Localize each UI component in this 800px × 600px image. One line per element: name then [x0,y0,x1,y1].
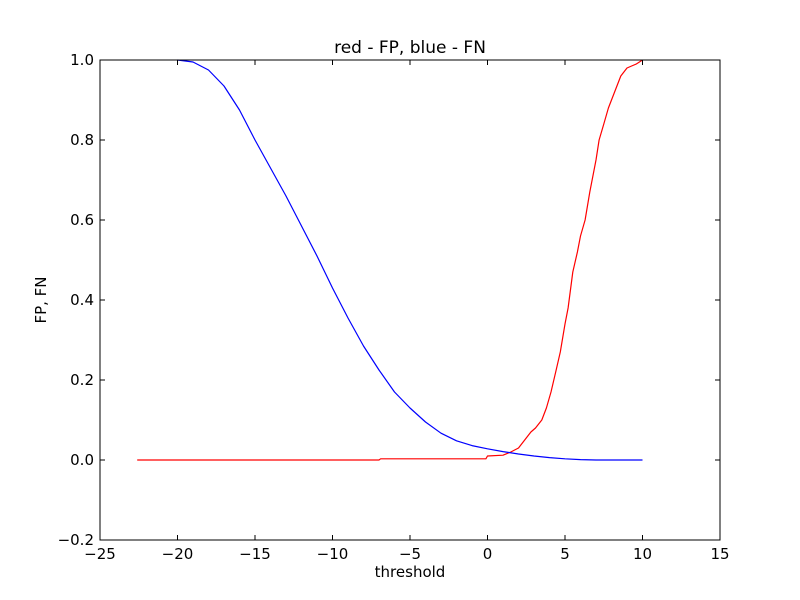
x-tick-label: −25 [84,545,116,563]
y-tick-label: 0.4 [70,291,94,309]
plot-lines [137,59,643,461]
x-axis-label: threshold [375,563,446,581]
y-tick-label: 0.0 [70,451,94,469]
y-tick-label: −0.2 [58,531,94,549]
y-tick-label: 0.6 [70,211,94,229]
x-tick-label: 5 [560,545,570,563]
series-line-blue [177,59,643,461]
x-tick-label: −15 [239,545,271,563]
x-tick-label: 10 [633,545,652,563]
x-tick-label: 0 [483,545,493,563]
x-tick-label: −20 [162,545,194,563]
y-tick-label: 0.8 [70,131,94,149]
series-line-red [137,59,643,461]
y-axis-label: FP, FN [32,276,50,323]
chart-title: red - FP, blue - FN [334,38,486,58]
x-tick-label: −10 [317,545,349,563]
x-tick-label: 15 [710,545,729,563]
plot-frame [99,59,721,541]
ticks: −25 −20 −15 −10 −5 0 5 10 15 −0.2 0.0 0.2 0.4 0.6 0.8 1… [58,51,730,563]
y-tick-label: 1.0 [70,51,94,69]
x-tick-label: −5 [399,545,421,563]
y-tick-label: 0.2 [70,371,94,389]
